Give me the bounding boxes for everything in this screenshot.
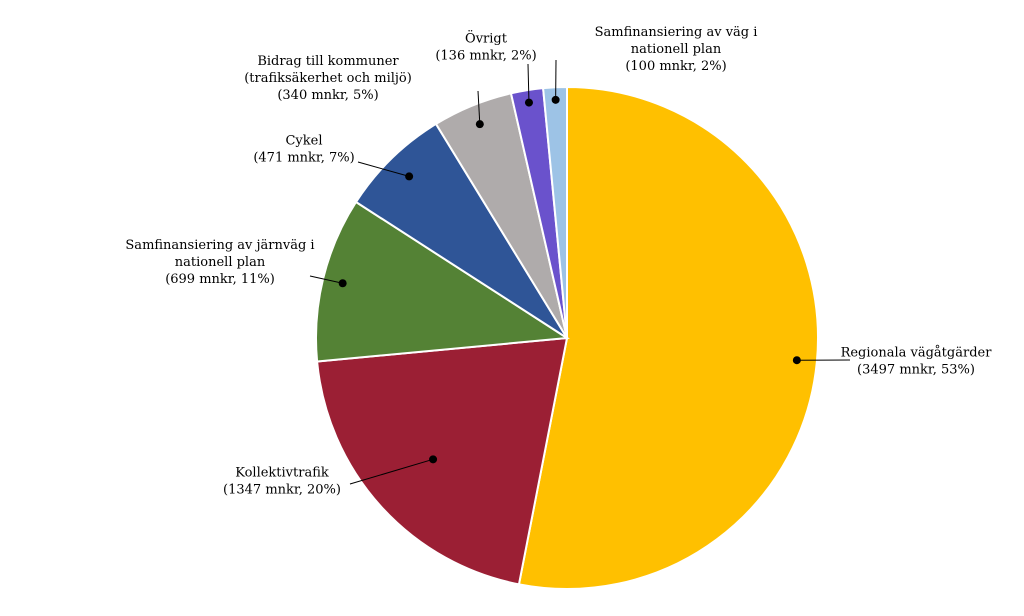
slice-label-line: (136 mnkr, 2%) [435, 49, 536, 64]
leader-line-samfinansiering-av-jarnvag-i-nationell-plan [309, 275, 343, 284]
slice-label-line: Regionala vägåtgärder [841, 345, 993, 361]
slice-label-line: Samfinansiering av väg i [595, 25, 758, 40]
slice-label-line: Samfinansiering av järnväg i [125, 238, 314, 253]
slice-label-line: Cykel [285, 134, 322, 149]
slice-label-line: nationell plan [175, 255, 266, 270]
slice-label-line: (3497 mnkr, 53%) [857, 363, 975, 378]
leader-dot-ovrigt [524, 98, 533, 107]
slice-label-samfinansiering-av-jarnvag-i-nationell-plan: Samfinansiering av järnväg i nationell pl… [125, 238, 314, 287]
leader-dot-bidrag-till-kommuner-trafiksakerhet-och-miljo [475, 120, 484, 129]
leader-lines [309, 59, 851, 485]
slice-label-cykel: Cykel (471 mnkr, 7%) [253, 134, 354, 166]
slice-label-line: (1347 mnkr, 20%) [223, 483, 341, 498]
slice-label-line: Övrigt [465, 30, 508, 47]
slice-labels: Regionala vägåtgärder (3497 mnkr, 53%) Kol… [125, 25, 992, 498]
slice-label-regionala-vagatgarder: Regionala vägåtgärder (3497 mnkr, 53%) [841, 345, 993, 378]
slice-label-line: Kollektivtrafik [235, 466, 329, 481]
slice-label-kollektivtrafik: Kollektivtrafik (1347 mnkr, 20%) [223, 466, 341, 498]
slice-label-line: nationell plan [631, 42, 722, 57]
pie-slices [315, 85, 819, 590]
leader-line-bidrag-till-kommuner-trafiksakerhet-och-miljo [477, 90, 481, 125]
slice-label-line: (trafiksäkerhet och miljö) [244, 71, 412, 86]
slice-label-line: Bidrag till kommuner [257, 54, 399, 69]
slice-label-line: (699 mnkr, 11%) [165, 272, 275, 287]
pie-slice-regionala-vagatgarder [517, 85, 819, 590]
leader-line-kollektivtrafik [349, 458, 434, 485]
leader-line-cykel [357, 161, 410, 177]
slice-label-bidrag-till-kommuner-trafiksakerhet-och-miljo: Bidrag till kommuner (trafiksäkerhet och … [244, 54, 412, 103]
slice-label-line: (471 mnkr, 7%) [253, 151, 354, 166]
leader-dot-regionala-vagatgarder [792, 356, 801, 365]
pie-slice-kollektivtrafik [316, 336, 569, 586]
leader-dot-samfinansiering-av-vag-i-nationell-plan [551, 95, 560, 104]
slice-label-line: (100 mnkr, 2%) [625, 59, 726, 74]
slice-label-samfinansiering-av-vag-i-nationell-plan: Samfinansiering av väg i nationell plan (1… [595, 25, 758, 74]
leader-dot-kollektivtrafik [429, 455, 438, 464]
pie-slice-samfinansiering-av-vag-i-nationell-plan [542, 85, 568, 339]
leader-dot-samfinansiering-av-jarnvag-i-nationell-plan [338, 279, 347, 288]
slice-label-ovrigt: Övrigt (136 mnkr, 2%) [435, 30, 536, 64]
leader-line-ovrigt [527, 63, 530, 103]
leader-dot-cykel [405, 172, 414, 181]
slice-label-line: (340 mnkr, 5%) [277, 88, 378, 103]
